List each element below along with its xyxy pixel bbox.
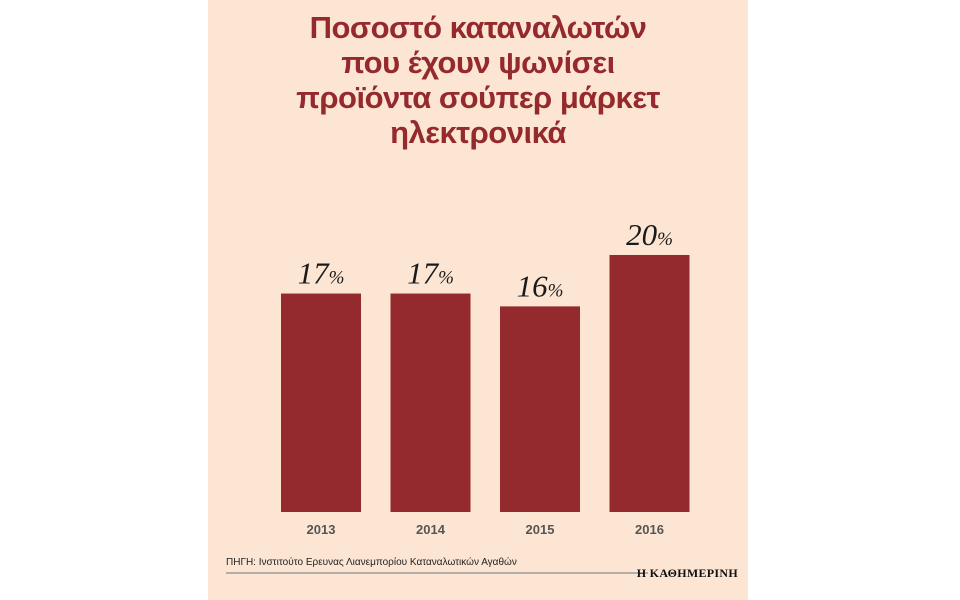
chart-title-line: που έχουν ψωνίσει	[341, 45, 615, 80]
x-tick-label-2015: 2015	[526, 522, 555, 537]
chart-title-line: ηλεκτρονικά	[390, 115, 566, 150]
value-label-2016: 20%	[626, 217, 673, 252]
value-label-2013: 17%	[298, 256, 345, 291]
source-note: ΠΗΓΗ: Ινστιτούτο Ερευνας Λιανεμπορίου Κα…	[226, 557, 517, 568]
infographic-panel: Ποσοστό καταναλωτών που έχουν ψωνίσει πρ…	[208, 0, 748, 600]
publisher-logo: Η ΚΑΘΗΜΕΡΙΝΗ	[636, 566, 738, 580]
x-tick-label-2013: 2013	[307, 522, 336, 537]
x-tick-label-2014: 2014	[416, 522, 446, 537]
bar-2013	[281, 293, 361, 512]
chart-title-line: προϊόντα σούπερ μάρκετ	[296, 80, 660, 115]
bar-chart: 17% 2013 17% 2014 16% 2015 20% 2016	[281, 217, 690, 537]
chart-title-line: Ποσοστό καταναλωτών	[309, 10, 647, 45]
value-label-2015: 16%	[517, 268, 564, 303]
bar-2014	[390, 293, 471, 512]
value-label-2014: 17%	[407, 256, 454, 291]
source-divider	[226, 572, 648, 574]
x-tick-label-2016: 2016	[635, 522, 664, 537]
bar-2016	[609, 254, 690, 512]
bar-2015	[500, 306, 580, 512]
chart-title: Ποσοστό καταναλωτών που έχουν ψωνίσει πρ…	[208, 10, 748, 150]
